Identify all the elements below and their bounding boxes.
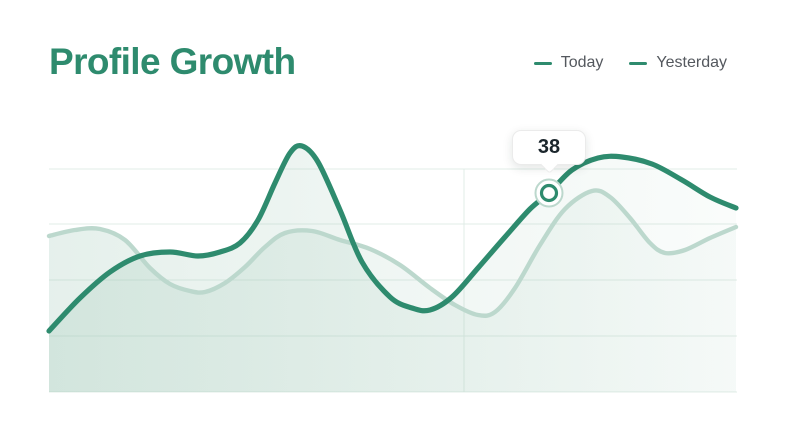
legend-label-yesterday: Yesterday <box>656 54 727 71</box>
tooltip-value: 38 <box>537 136 561 158</box>
highlight-marker-icon <box>539 183 559 203</box>
today-line <box>46 142 739 334</box>
yesterday-line-swatch-icon <box>629 61 648 65</box>
page-title: Profile Growth <box>49 41 296 82</box>
yesterday-line <box>46 188 739 318</box>
legend-item-today[interactable]: Today <box>533 54 604 72</box>
tooltip: 38 <box>512 130 586 174</box>
today-line-swatch-icon <box>533 61 552 65</box>
legend: Today Yesterday <box>533 54 727 72</box>
legend-label-today: Today <box>560 54 604 71</box>
legend-item-yesterday[interactable]: Yesterday <box>629 54 727 72</box>
